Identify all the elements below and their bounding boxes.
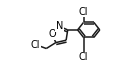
Text: O: O	[48, 29, 56, 39]
Text: Cl: Cl	[31, 40, 40, 50]
Text: Cl: Cl	[79, 7, 88, 17]
Text: Cl: Cl	[79, 52, 88, 62]
Text: N: N	[56, 21, 63, 31]
